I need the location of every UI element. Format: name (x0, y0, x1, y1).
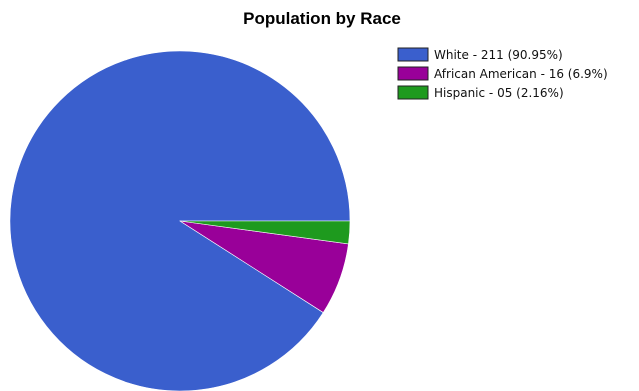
legend: White - 211 (90.95%) African American - 1… (397, 47, 608, 100)
pie-slice-white (9, 50, 351, 391)
legend-swatch-hispanic (397, 85, 429, 100)
pie-slices (9, 50, 351, 391)
legend-label-hispanic: Hispanic - 05 (2.16%) (434, 86, 564, 100)
pie-slice-hispanic (179, 220, 351, 245)
legend-swatch-african-american (397, 66, 429, 81)
legend-label-african-american: African American - 16 (6.9%) (434, 67, 608, 81)
legend-label-white: White - 211 (90.95%) (434, 48, 563, 62)
legend-swatch-white (397, 47, 429, 62)
chart-title: Population by Race (243, 9, 401, 28)
